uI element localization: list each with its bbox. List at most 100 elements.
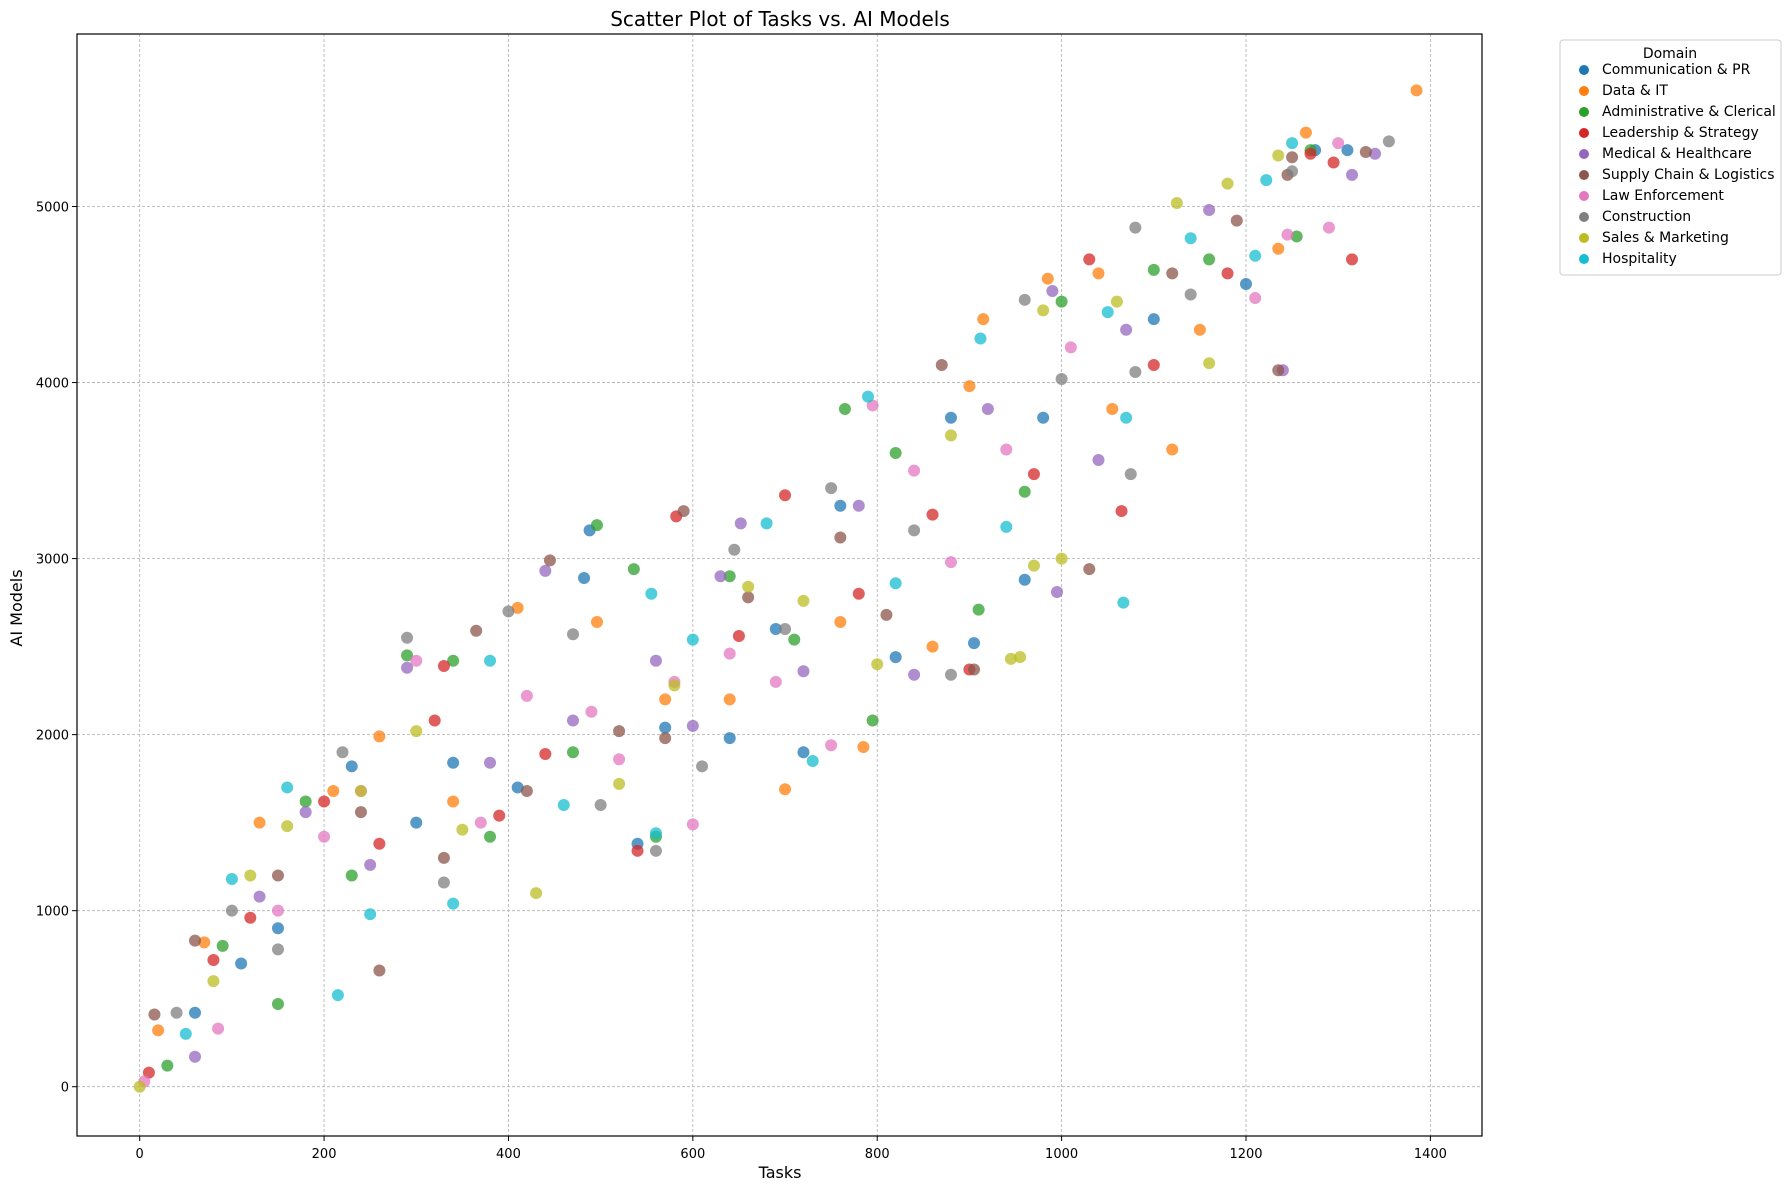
- y-tick-label: 4000: [36, 377, 69, 392]
- data-point: [1382, 135, 1395, 148]
- data-point: [235, 957, 248, 970]
- data-point: [1341, 144, 1354, 157]
- data-point: [852, 499, 865, 512]
- data-point: [148, 1008, 161, 1021]
- data-point: [1083, 253, 1096, 266]
- legend-marker: [1579, 86, 1589, 96]
- data-point: [613, 753, 626, 766]
- data-point: [659, 721, 672, 734]
- legend-marker: [1579, 191, 1589, 201]
- data-point: [1018, 485, 1031, 498]
- legend-marker: [1579, 128, 1589, 138]
- legend-label: Administrative & Clerical: [1602, 104, 1776, 120]
- legend-marker: [1579, 149, 1589, 159]
- data-point: [1117, 596, 1130, 609]
- data-point: [566, 628, 579, 641]
- legend: Domain Communication & PR Data & IT Admini…: [1559, 39, 1782, 276]
- y-tick-label: 1000: [36, 905, 69, 920]
- data-point: [318, 830, 331, 843]
- data-point: [797, 746, 810, 759]
- data-point: [1260, 174, 1273, 187]
- data-point: [935, 358, 948, 371]
- data-point: [410, 725, 423, 738]
- data-point: [1110, 295, 1123, 308]
- data-point: [944, 556, 957, 569]
- data-point: [963, 380, 976, 393]
- data-point: [212, 1022, 225, 1035]
- data-point: [871, 658, 884, 671]
- data-point: [1037, 411, 1050, 424]
- data-point: [944, 411, 957, 424]
- legend-label: Construction: [1602, 209, 1691, 225]
- data-point: [834, 615, 847, 628]
- y-tick-label: 0: [61, 1081, 69, 1096]
- data-point: [493, 809, 506, 822]
- data-point: [539, 747, 552, 760]
- scatter-points: [133, 84, 1423, 1093]
- data-point: [281, 781, 294, 794]
- chart-title: Scatter Plot of Tasks vs. AI Models: [610, 7, 950, 31]
- data-point: [977, 313, 990, 326]
- data-point: [779, 623, 792, 636]
- data-point: [271, 904, 284, 917]
- x-tick-label: 0: [136, 1147, 144, 1162]
- data-point: [484, 756, 497, 769]
- data-point: [677, 505, 690, 518]
- data-point: [1249, 292, 1262, 305]
- data-point: [696, 760, 709, 773]
- data-point: [225, 872, 238, 885]
- y-axis-label: AI Models: [7, 569, 26, 646]
- data-point: [838, 402, 851, 415]
- data-point: [1027, 559, 1040, 572]
- data-point: [880, 608, 893, 621]
- data-point: [502, 605, 515, 618]
- x-tick-label: 600: [680, 1147, 705, 1162]
- data-point: [299, 795, 312, 808]
- data-point: [447, 756, 460, 769]
- data-point: [1286, 165, 1299, 178]
- data-point: [1041, 272, 1054, 285]
- x-axis-label: Tasks: [758, 1163, 802, 1182]
- legend-label: Medical & Healthcare: [1602, 146, 1752, 162]
- data-point: [1359, 145, 1372, 158]
- x-tick-label: 400: [496, 1147, 521, 1162]
- data-point: [271, 943, 284, 956]
- data-point: [437, 851, 450, 864]
- data-point: [271, 997, 284, 1010]
- data-point: [779, 489, 792, 502]
- y-tick-label: 5000: [36, 201, 69, 216]
- data-point: [207, 975, 220, 988]
- data-point: [1272, 364, 1285, 377]
- data-point: [189, 1006, 202, 1019]
- x-axis-ticks: 0 200 400 600 800 1000 1200 1400: [136, 1136, 1447, 1162]
- data-point: [1083, 563, 1096, 576]
- data-point: [271, 869, 284, 882]
- data-point: [253, 816, 266, 829]
- data-point: [1120, 323, 1133, 336]
- data-point: [1018, 573, 1031, 586]
- data-point: [484, 830, 497, 843]
- legend-label: Communication & PR: [1602, 62, 1751, 78]
- legend-label: Sales & Marketing: [1602, 230, 1729, 246]
- legend-marker: [1579, 254, 1589, 264]
- data-point: [161, 1059, 174, 1072]
- grid-lines: [77, 34, 1482, 1136]
- data-point: [142, 1066, 155, 1079]
- data-point: [1092, 454, 1105, 467]
- data-point: [170, 1006, 183, 1019]
- data-point: [456, 823, 469, 836]
- data-point: [1170, 196, 1183, 209]
- data-point: [484, 654, 497, 667]
- data-point: [1184, 232, 1197, 245]
- data-point: [345, 869, 358, 882]
- data-point: [613, 777, 626, 790]
- data-point: [1106, 402, 1119, 415]
- legend-box: [1559, 39, 1782, 276]
- data-point: [133, 1080, 146, 1093]
- data-point: [974, 332, 987, 345]
- data-point: [354, 806, 367, 819]
- data-point: [364, 858, 377, 871]
- data-point: [862, 390, 875, 403]
- data-point: [1322, 221, 1335, 234]
- data-point: [613, 725, 626, 738]
